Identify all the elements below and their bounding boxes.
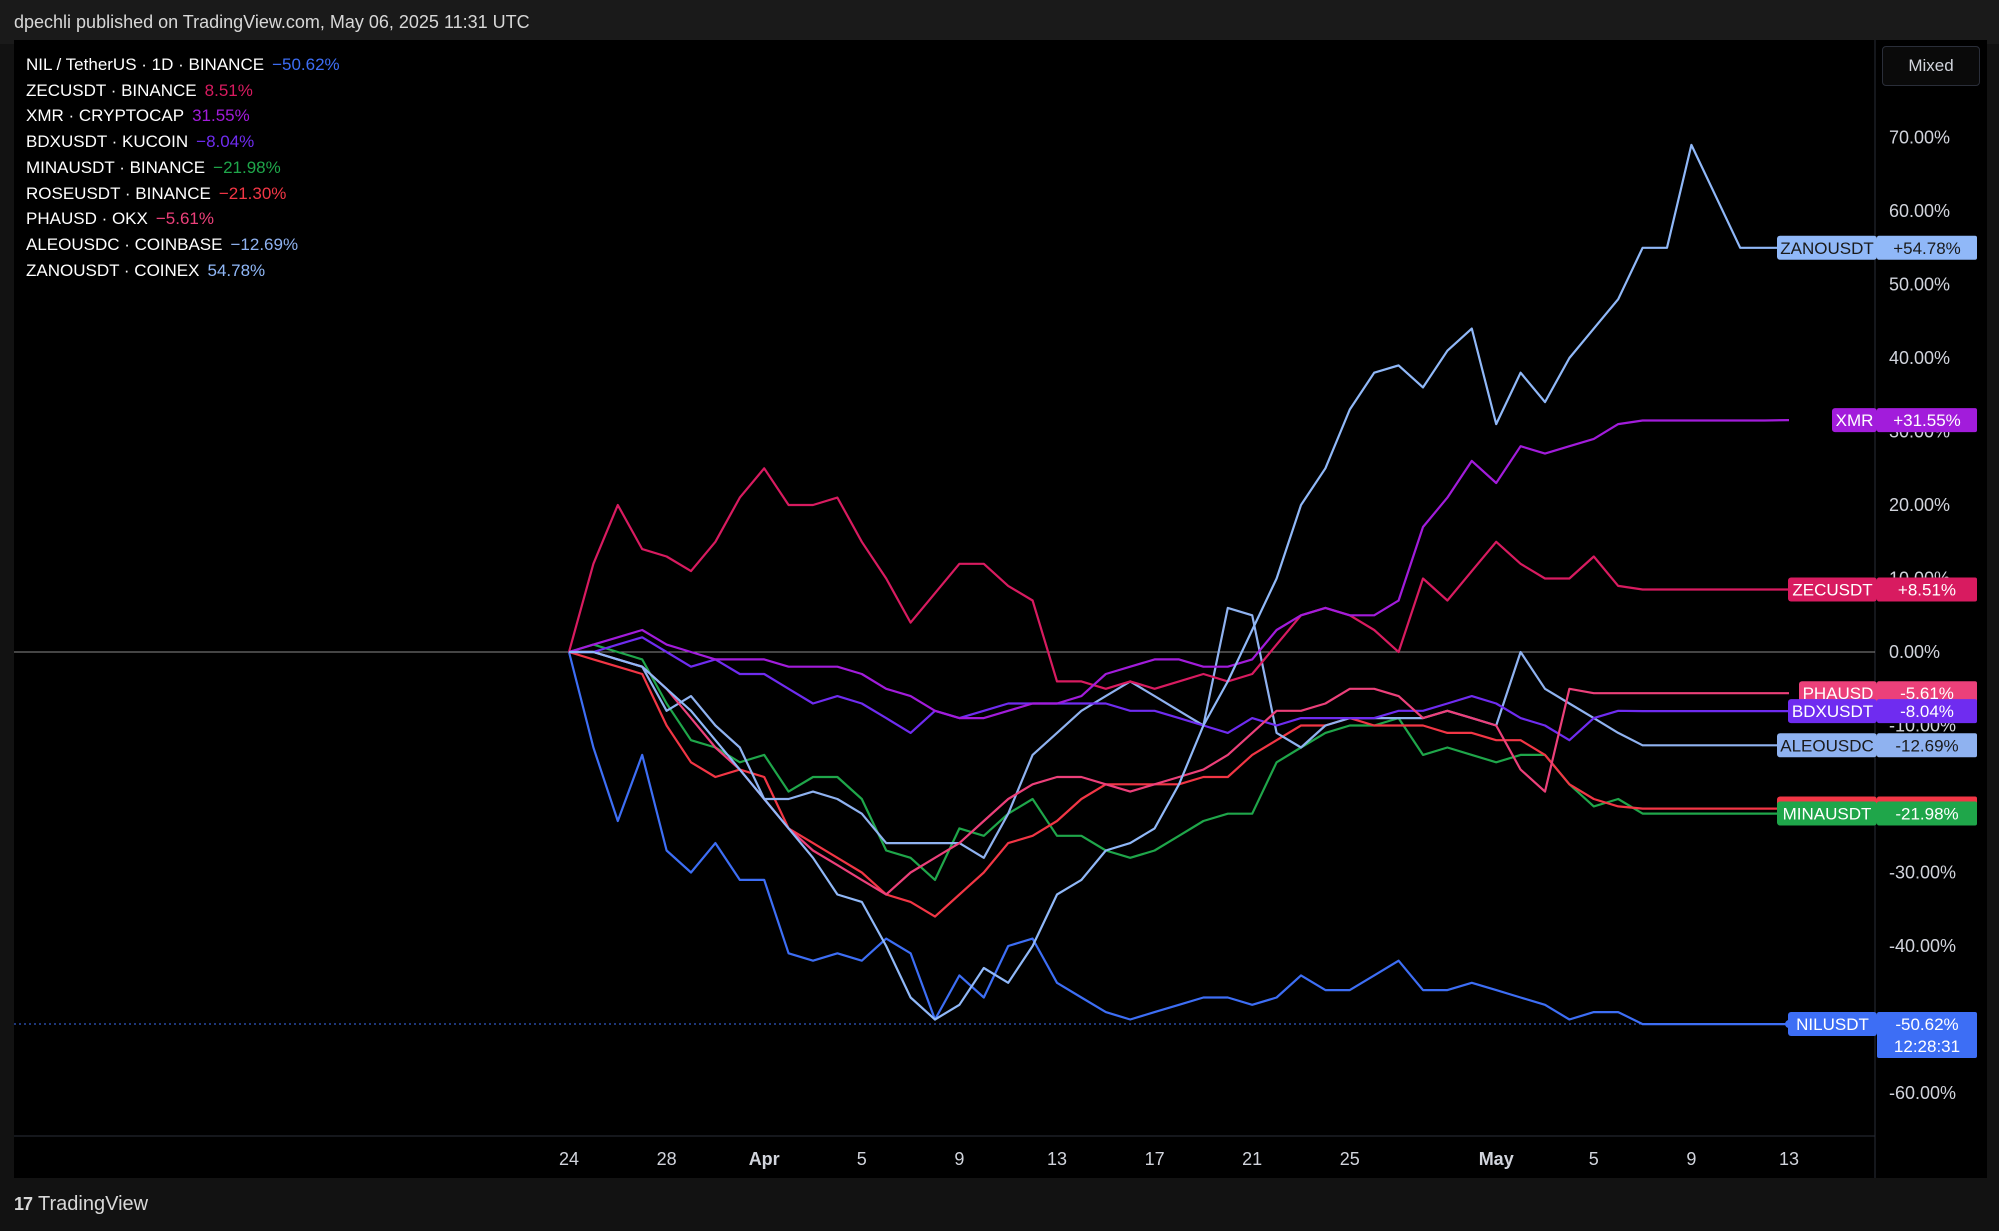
legend-change: −8.04% [196, 132, 255, 152]
brand-name: TradingView [38, 1193, 149, 1215]
y-tick-label: 70.00% [1889, 128, 1950, 148]
published-info: dpechli published on TradingView.com, Ma… [14, 12, 530, 32]
series-name-tag [1777, 801, 1877, 826]
series-name-label: ZANOUSDT [1780, 239, 1874, 258]
y-tick-label: 20.00% [1889, 495, 1950, 515]
series-value-tag [1877, 577, 1977, 602]
legend-symbol: PHAUSD · OKX [26, 209, 148, 229]
y-tick-label: -40.00% [1889, 936, 1956, 956]
x-tick-label: 5 [857, 1149, 867, 1169]
legend-change: 8.51% [204, 80, 253, 100]
legend-change: 31.55% [192, 106, 250, 126]
x-tick-label: 21 [1242, 1149, 1262, 1169]
series-line-aleousdc[interactable] [569, 606, 1789, 859]
legend-change: −50.62% [272, 55, 340, 74]
legend-item[interactable]: ROSEUSDT · BINANCE −21.30% [26, 181, 340, 207]
series-value-label: +54.78% [1893, 239, 1961, 258]
legend-symbol: ALEOUSDC · COINBASE [26, 234, 223, 254]
y-tick-label: 60.00% [1889, 201, 1950, 221]
legend-symbol: ZECUSDT · BINANCE [26, 80, 197, 100]
series-name-tag [1832, 408, 1877, 433]
series-value-label: -5.61% [1900, 684, 1954, 703]
series-value-label: -21.98% [1895, 805, 1958, 824]
series-name-label: MINAUSDT [1783, 805, 1872, 824]
legend-symbol: XMR · CRYPTOCAP [26, 106, 185, 126]
x-tick-label: 24 [559, 1149, 579, 1169]
y-tick-label: 0.00% [1889, 642, 1940, 662]
series-value-label: +8.51% [1898, 580, 1956, 599]
series-value-tag [1877, 699, 1977, 724]
series-value-label: +31.55% [1893, 411, 1961, 430]
series-name-label: ALEOUSDC [1780, 736, 1874, 755]
series-value-label: -12.69% [1895, 736, 1958, 755]
legend-symbol: NIL / TetherUS · 1D · BINANCE [26, 55, 265, 74]
series-name-tag [1777, 733, 1877, 758]
series-value-tag [1877, 1012, 1977, 1059]
legend-item[interactable]: MINAUSDT · BINANCE −21.98% [26, 155, 340, 181]
legend-item[interactable]: ZANOUSDT · COINEX 54.78% [26, 258, 340, 284]
chart-area[interactable] [14, 40, 1987, 1178]
series-line-xmr[interactable] [568, 419, 1790, 720]
legend-symbol: ZANOUSDT · COINEX [26, 260, 200, 280]
top-bar: dpechli published on TradingView.com, Ma… [0, 0, 1999, 44]
x-tick-label: May [1479, 1149, 1514, 1169]
legend-item[interactable]: XMR · CRYPTOCAP 31.55% [26, 103, 340, 129]
legend-symbol: MINAUSDT · BINANCE [26, 157, 206, 177]
legend-change: −5.61% [155, 209, 214, 229]
series-name-tag [1788, 577, 1877, 602]
legend-item[interactable]: BDXUSDT · KUCOIN −8.04% [26, 129, 340, 155]
series-value-tag [1877, 801, 1977, 826]
series-name-label: XMR [1836, 411, 1874, 430]
series-name-label: BDXUSDT [1792, 702, 1873, 721]
series-line-minausdt[interactable] [568, 643, 1789, 882]
series-line-zanousdt[interactable] [569, 143, 1789, 1021]
legend-item[interactable]: PHAUSD · OKX −5.61% [26, 206, 340, 232]
x-tick-label: 25 [1340, 1149, 1360, 1169]
scale-mode-button[interactable]: Mixed [1882, 46, 1980, 86]
x-tick-label: Apr [749, 1149, 780, 1169]
series-line-zecusdt[interactable] [567, 467, 1789, 690]
x-tick-label: 5 [1589, 1149, 1599, 1169]
series-value-label: -8.04% [1900, 702, 1954, 721]
y-tick-label: 50.00% [1889, 275, 1950, 295]
series-value-tag [1877, 733, 1977, 758]
legend-symbol: BDXUSDT · KUCOIN [26, 132, 189, 152]
legend-item[interactable]: NIL / TetherUS · 1D · BINANCE −50.62% [26, 52, 340, 78]
x-tick-label: 9 [1686, 1149, 1696, 1169]
series-name-label: NILUSDT [1796, 1015, 1869, 1034]
legend-change: 54.78% [207, 260, 266, 280]
x-tick-label: 13 [1047, 1149, 1067, 1169]
tradingview-logo-icon: 17 [14, 1194, 33, 1214]
series-countdown-label: 12:28:31 [1894, 1037, 1960, 1056]
legend-change: −12.69% [230, 234, 299, 254]
legend-symbol: ROSEUSDT · BINANCE [26, 183, 211, 203]
x-tick-label: 9 [954, 1149, 964, 1169]
series-name-tag [1788, 699, 1877, 724]
series-value-tag [1877, 408, 1977, 433]
series-value-tag [1877, 235, 1977, 260]
x-tick-label: 17 [1145, 1149, 1165, 1169]
series-value-label: -50.62% [1895, 1015, 1958, 1034]
legend-change: −21.98% [213, 157, 281, 177]
y-tick-label: 40.00% [1889, 348, 1950, 368]
series-line-bdxusdt[interactable] [569, 636, 1789, 742]
legend-change: −21.30% [218, 183, 287, 203]
x-tick-label: 13 [1779, 1149, 1799, 1169]
legend-item[interactable]: ALEOUSDC · COINBASE −12.69% [26, 232, 340, 258]
footer [0, 1178, 1999, 1231]
y-tick-label: -30.00% [1889, 863, 1956, 883]
tradingview-brand[interactable]: 17 TradingView [14, 1193, 148, 1216]
legend: NIL / TetherUS · 1D · BINANCE −50.62% ZECU… [26, 52, 340, 283]
series-line-nilusdt[interactable] [567, 651, 1789, 1026]
series-name-label: ZECUSDT [1792, 580, 1872, 599]
y-tick-label: -60.00% [1889, 1083, 1956, 1103]
legend-item[interactable]: ZECUSDT · BINANCE 8.51% [26, 78, 340, 104]
x-tick-label: 28 [657, 1149, 677, 1169]
series-name-tag [1788, 1012, 1877, 1037]
series-name-label: PHAUSD [1803, 684, 1874, 703]
series-name-tag [1777, 235, 1877, 260]
